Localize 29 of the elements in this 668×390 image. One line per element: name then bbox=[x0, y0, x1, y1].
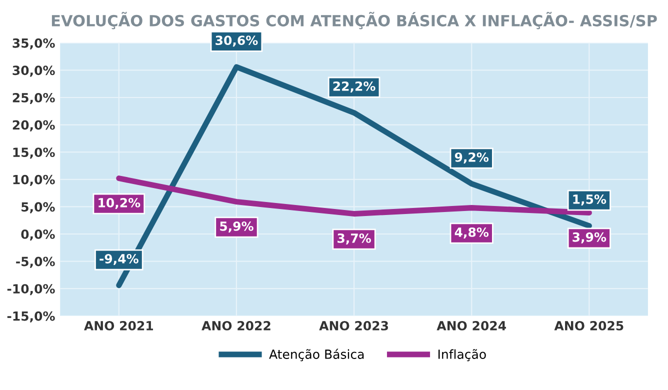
y-tick-label: -10,0% bbox=[7, 284, 55, 296]
data-label: 1,5% bbox=[573, 194, 606, 206]
data-label: 9,2% bbox=[454, 152, 489, 164]
y-tick-label: 35,0% bbox=[12, 38, 55, 50]
data-label: 3,7% bbox=[338, 233, 371, 245]
data-label: 22,2% bbox=[333, 81, 376, 93]
y-tick-label: 0,0% bbox=[21, 229, 55, 241]
legend-label: Atenção Básica bbox=[269, 348, 364, 362]
chart-title: EVOLUÇÃO DOS GASTOS COM ATENÇÃO BÁSICA X INFLAÇÃO- ASSIS/SP bbox=[52, 12, 657, 30]
y-tick-label: -5,0% bbox=[16, 256, 55, 268]
data-label: 5,9% bbox=[220, 221, 254, 233]
x-tick-label: ANO 2022 bbox=[202, 320, 270, 330]
x-tick-label: ANO 2024 bbox=[436, 320, 506, 330]
x-tick-label: ANO 2021 bbox=[84, 320, 153, 330]
y-tick-label: 5,0% bbox=[22, 202, 55, 214]
data-label: 10,2% bbox=[98, 198, 140, 210]
data-label: -9,4% bbox=[100, 254, 138, 266]
y-tick-label: 25,0% bbox=[12, 92, 55, 104]
y-tick-label: -15,0% bbox=[7, 311, 55, 322]
x-tick-label: ANO 2023 bbox=[319, 320, 388, 330]
x-tick-label: ANO 2025 bbox=[554, 320, 624, 330]
y-tick-label: 20,0% bbox=[12, 120, 55, 132]
data-label: 4,8% bbox=[454, 227, 489, 239]
data-label: 3,9% bbox=[572, 232, 606, 244]
y-tick-label: 15,0% bbox=[13, 148, 55, 159]
legend-label: Inflação bbox=[438, 349, 486, 362]
y-tick-label: 10,0% bbox=[13, 174, 55, 186]
data-label: 30,6% bbox=[216, 36, 258, 47]
y-tick-label: 30,0% bbox=[12, 66, 55, 77]
